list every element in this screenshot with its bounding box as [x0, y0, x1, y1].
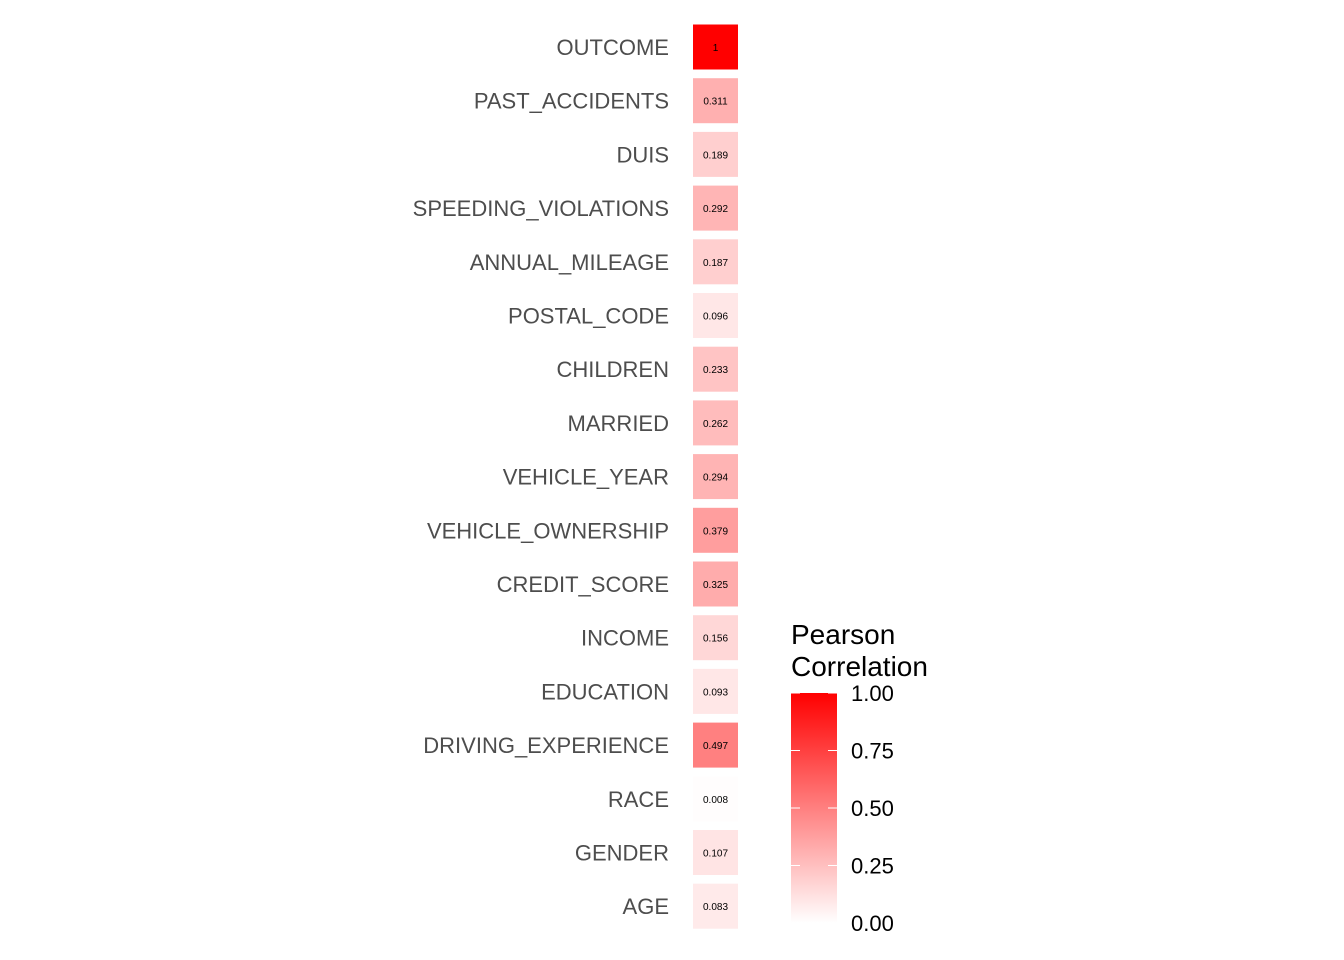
row-label: DRIVING_EXPERIENCE — [423, 733, 669, 758]
legend-tick-label: 0.75 — [851, 739, 894, 764]
row-label: MARRIED — [568, 411, 669, 436]
row-label: CHILDREN — [557, 357, 669, 382]
legend-title-line-1: Pearson — [791, 619, 895, 650]
heatmap-cell — [693, 776, 738, 822]
heatmap-cell — [693, 454, 738, 500]
row-label: GENDER — [575, 841, 669, 866]
cell-value-label: 0.008 — [703, 795, 728, 806]
color-legend: Pearson Correlation 1.00 0.75 0.50 0.25 0.00 — [791, 619, 928, 936]
heatmap-cells — [693, 24, 738, 929]
heatmap-cell — [693, 722, 738, 768]
heatmap-cell — [693, 346, 738, 392]
heatmap-cell — [693, 185, 738, 231]
legend-tick-label: 0.50 — [851, 796, 894, 821]
cell-value-labels: 1 0.311 0.189 0.292 0.187 0.096 0.233 0.262 0.29… — [703, 43, 728, 913]
row-label: VEHICLE_OWNERSHIP — [427, 518, 669, 543]
cell-value-label: 0.093 — [703, 687, 728, 698]
heatmap-cell — [693, 78, 738, 124]
heatmap-cell — [693, 883, 738, 929]
row-label: EDUCATION — [541, 679, 669, 704]
heatmap-cell — [693, 561, 738, 607]
heatmap-cell — [693, 24, 738, 70]
row-label: PAST_ACCIDENTS — [474, 89, 669, 114]
cell-value-label: 0.156 — [703, 634, 728, 645]
row-label: OUTCOME — [557, 35, 669, 60]
row-label: DUIS — [616, 142, 669, 167]
row-label: AGE — [623, 894, 669, 919]
heatmap-cell — [693, 830, 738, 875]
row-label: POSTAL_CODE — [508, 304, 669, 329]
legend-ticks: 1.00 0.75 0.50 0.25 0.00 — [791, 681, 894, 936]
heatmap-cell — [693, 293, 738, 338]
row-label: ANNUAL_MILEAGE — [470, 250, 669, 275]
cell-value-label: 0.325 — [703, 580, 728, 591]
cell-value-label: 0.262 — [703, 419, 728, 430]
cell-value-label: 1 — [713, 43, 719, 54]
cell-value-label: 0.187 — [703, 258, 728, 269]
heatmap-cell — [693, 668, 738, 714]
row-label: VEHICLE_YEAR — [503, 465, 669, 490]
cell-value-label: 0.083 — [703, 902, 728, 913]
cell-value-label: 0.379 — [703, 526, 728, 537]
legend-title-line-2: Correlation — [791, 651, 928, 682]
legend-tick-label: 0.25 — [851, 854, 894, 879]
cell-value-label: 0.233 — [703, 365, 728, 376]
heatmap-cell — [693, 131, 738, 177]
row-label: RACE — [608, 787, 669, 812]
heatmap-cell — [693, 507, 738, 553]
row-label: SPEEDING_VIOLATIONS — [413, 196, 669, 221]
heatmap-cell — [693, 615, 738, 661]
cell-value-label: 0.311 — [703, 97, 728, 108]
cell-value-label: 0.189 — [703, 150, 728, 161]
heatmap-cell — [693, 400, 738, 446]
legend-tick-label: 1.00 — [851, 681, 894, 706]
row-label: CREDIT_SCORE — [497, 572, 669, 597]
cell-value-label: 0.096 — [703, 312, 728, 323]
row-label: INCOME — [581, 626, 669, 651]
cell-value-label: 0.294 — [703, 473, 728, 484]
cell-value-label: 0.292 — [703, 204, 728, 215]
cell-value-label: 0.107 — [703, 849, 728, 860]
legend-tick-label: 0.00 — [851, 911, 894, 936]
row-labels: OUTCOME PAST_ACCIDENTS DUIS SPEEDING_VIOLAT… — [413, 35, 669, 919]
cell-value-label: 0.497 — [703, 741, 728, 752]
heatmap-cell — [693, 239, 738, 285]
